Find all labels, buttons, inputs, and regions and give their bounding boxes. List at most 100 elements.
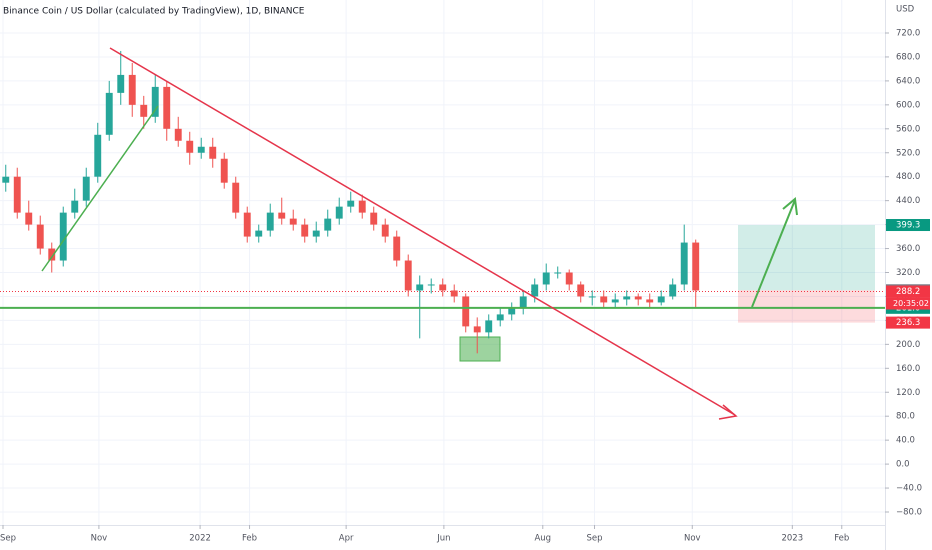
candle-body [59, 212, 67, 261]
candle-body [611, 299, 619, 303]
y-tick-label: 160.0 [896, 364, 920, 374]
x-tick-label: Feb [834, 534, 849, 544]
candle-body [266, 212, 274, 231]
candle-body [289, 218, 297, 225]
candle-body [427, 284, 435, 286]
y-tick-label: 440.0 [896, 196, 920, 206]
price-badge-label: 288.2 [896, 287, 920, 297]
candle-body [600, 296, 608, 303]
candle-body [542, 272, 550, 285]
candle-body [496, 314, 504, 321]
downtrend-line [109, 47, 736, 416]
loss-zone [738, 290, 875, 323]
candle-body [634, 296, 642, 300]
candle-body [128, 74, 136, 105]
y-tick-label: 320.0 [896, 268, 920, 278]
candle-body [485, 320, 493, 333]
candle-body [450, 290, 458, 297]
currency-label: USD [896, 5, 915, 15]
candle-body [209, 146, 217, 159]
candle-body [692, 242, 700, 291]
y-tick-label: 200.0 [896, 340, 920, 350]
candle-body [646, 299, 654, 303]
candle-body [2, 176, 10, 183]
candle-body [554, 272, 562, 274]
candle-body [163, 86, 171, 129]
downtrend-arrowhead [718, 404, 738, 420]
support-box [459, 336, 501, 362]
candle-body [278, 212, 286, 219]
candle-body [48, 248, 56, 261]
candle-body [117, 74, 125, 93]
candle-body [13, 176, 21, 213]
candle-body [220, 158, 228, 183]
countdown-badge [886, 297, 930, 310]
x-tick-label: Sep [0, 534, 16, 544]
chart-title: Binance Coin / US Dollar (calculated by … [3, 7, 305, 17]
candle-body [508, 308, 516, 315]
candle-body [393, 236, 401, 261]
y-tick-label: 360.0 [896, 244, 920, 254]
target-arrowhead [782, 197, 798, 216]
y-tick-label: 640.0 [896, 76, 920, 86]
y-tick-label: 600.0 [896, 100, 920, 110]
candle-body [105, 92, 113, 135]
drawings [0, 47, 885, 420]
axes: −80.0−40.00.040.080.0120.0160.0200.0240.… [0, 29, 930, 544]
x-tick-label: 2023 [781, 534, 803, 544]
candle-body [439, 284, 447, 291]
candle-body [669, 284, 677, 297]
candle-body [255, 230, 263, 237]
y-tick-label: 560.0 [896, 124, 920, 134]
candle-body [404, 260, 412, 291]
candles [2, 50, 700, 354]
y-tick-label: −80.0 [896, 508, 922, 518]
candle-body [174, 128, 182, 141]
x-tick-label: Aug [534, 534, 551, 544]
price-badge-label: 236.3 [896, 318, 920, 328]
y-tick-label: 80.0 [896, 412, 915, 422]
x-tick-label: Nov [91, 534, 108, 544]
candle-body [301, 224, 309, 237]
candle-body [680, 242, 688, 285]
x-tick-label: Apr [339, 534, 354, 544]
profit-zone [738, 225, 875, 291]
candle-body [197, 146, 205, 153]
candle-body [381, 224, 389, 237]
y-tick-label: 480.0 [896, 172, 920, 182]
candle-body [416, 284, 424, 291]
candle-body [36, 224, 44, 249]
y-tick-label: 520.0 [896, 148, 920, 158]
candle-body [25, 212, 33, 225]
price-badge [886, 219, 930, 232]
x-tick-label: Jun [436, 534, 450, 544]
y-tick-label: 0.0 [896, 460, 910, 470]
candle-body [243, 212, 251, 237]
price-badge [886, 316, 930, 329]
y-tick-label: −40.0 [896, 484, 922, 494]
price-badge [886, 285, 930, 298]
drawings [0, 225, 885, 362]
y-tick-label: 680.0 [896, 52, 920, 62]
y-tick-label: 720.0 [896, 29, 920, 39]
candle-body [531, 284, 539, 297]
candle-body [519, 296, 527, 309]
candle-body [623, 296, 631, 300]
candle-body [565, 272, 573, 285]
candle-body [588, 296, 596, 298]
countdown: 20:35:02 [893, 299, 929, 308]
candle-body [94, 134, 102, 177]
candle-body [358, 200, 366, 213]
target-arrow [751, 199, 796, 308]
x-tick-label: Sep [587, 534, 603, 544]
candle-body [577, 284, 585, 297]
candle-body [186, 140, 194, 153]
candle-body [324, 218, 332, 231]
candle-body [473, 326, 481, 333]
y-tick-label: 120.0 [896, 388, 920, 398]
candle-body [335, 206, 343, 219]
candle-body [347, 200, 355, 207]
candle-body [71, 200, 79, 213]
candle-body [370, 212, 378, 225]
